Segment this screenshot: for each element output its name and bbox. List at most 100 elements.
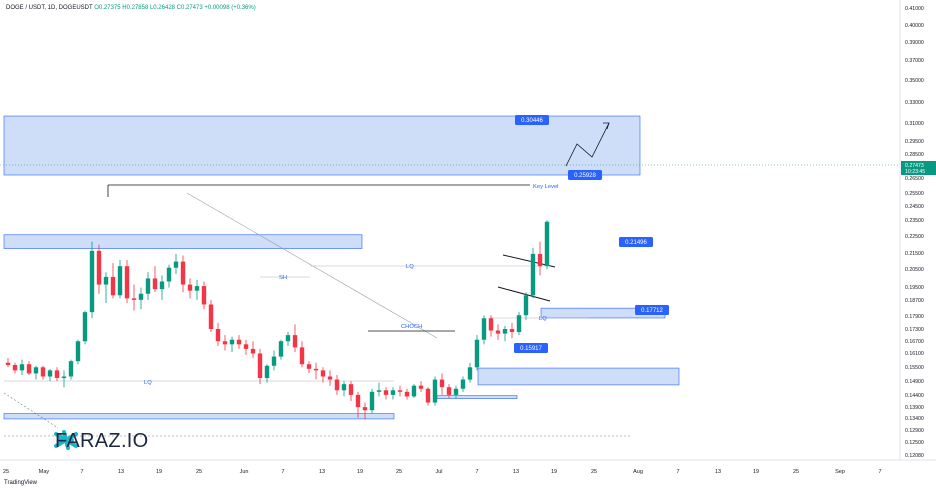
x-tick-label: 7 (80, 469, 83, 475)
candle-body[interactable] (173, 261, 179, 268)
candle-body[interactable] (12, 365, 18, 371)
candle-body[interactable] (89, 250, 95, 313)
symbol-label[interactable]: DOGE / USDT, 1D, DOGEUSDT (6, 5, 93, 11)
candle-body[interactable] (243, 344, 249, 349)
annotation-label: CHOCH (401, 324, 422, 330)
candle-body[interactable] (362, 407, 368, 411)
candle-body[interactable] (40, 367, 46, 377)
candle-body[interactable] (439, 379, 445, 388)
candle-body[interactable] (334, 379, 340, 391)
candle-body[interactable] (236, 339, 242, 345)
candle-body[interactable] (383, 390, 389, 395)
candle-body[interactable] (47, 370, 53, 377)
x-tick-label: 25 (591, 469, 597, 475)
candle-body[interactable] (159, 281, 165, 290)
candle-body[interactable] (432, 379, 438, 403)
candle-body[interactable] (103, 276, 109, 285)
candle-body[interactable] (306, 364, 312, 369)
candle-body[interactable] (54, 370, 60, 379)
annotation-label: LQ (539, 316, 547, 322)
candle-body[interactable] (425, 388, 431, 403)
candle-body[interactable] (180, 261, 186, 285)
candle-body[interactable] (19, 364, 25, 371)
candle-body[interactable] (264, 365, 270, 379)
candle-body[interactable] (75, 341, 81, 362)
candle-body[interactable] (152, 278, 158, 290)
candle-body[interactable] (369, 391, 375, 411)
candle-body[interactable] (404, 391, 410, 397)
candle-body[interactable] (313, 368, 319, 371)
candle-body[interactable] (544, 221, 550, 267)
candle-body[interactable] (460, 379, 466, 389)
candle-body[interactable] (229, 339, 235, 345)
candle-body[interactable] (82, 312, 88, 342)
candle-body[interactable] (446, 387, 452, 395)
candle-body[interactable] (376, 390, 382, 392)
candle-body[interactable] (33, 367, 39, 374)
supply-demand-zone[interactable] (477, 367, 680, 386)
candle-body[interactable] (110, 276, 116, 296)
candle-body[interactable] (96, 250, 102, 285)
candle-body[interactable] (523, 295, 529, 316)
candle-body[interactable] (68, 361, 74, 377)
candle-body[interactable] (390, 390, 396, 395)
candle-body[interactable] (495, 330, 501, 334)
candle-body[interactable] (124, 266, 130, 299)
tradingview-badge[interactable]: TradingView (4, 480, 37, 486)
candle-body[interactable] (187, 284, 193, 291)
candle-body[interactable] (5, 362, 11, 366)
candle-body[interactable] (61, 376, 67, 379)
candle-body[interactable] (222, 341, 228, 345)
candle-body[interactable] (215, 328, 221, 342)
candle-body[interactable] (278, 341, 284, 357)
candle-body[interactable] (292, 335, 298, 348)
candle-body[interactable] (481, 318, 487, 340)
candle-body[interactable] (250, 348, 256, 354)
x-tick-label: Jul (435, 469, 442, 475)
candle-body[interactable] (516, 315, 522, 333)
candle-body[interactable] (285, 335, 291, 342)
candle-body[interactable] (467, 367, 473, 380)
candle-body[interactable] (131, 298, 137, 300)
candle-body[interactable] (474, 339, 480, 368)
candle-body[interactable] (502, 328, 508, 334)
supply-demand-zone[interactable] (3, 413, 395, 420)
candle-body[interactable] (299, 347, 305, 365)
candle-body[interactable] (208, 304, 214, 329)
candle-body[interactable] (411, 385, 417, 397)
candle-body[interactable] (530, 253, 536, 296)
candle-body[interactable] (201, 286, 207, 305)
x-tick-label: 7 (475, 469, 478, 475)
candle-body[interactable] (320, 370, 326, 377)
y-tick-label: 0.13900 (905, 405, 924, 411)
candle-body[interactable] (271, 356, 277, 366)
y-tick-label: 0.18700 (905, 298, 924, 304)
candle-body[interactable] (327, 376, 333, 380)
annotation-label: Key Level (533, 184, 558, 190)
x-tick-label: May (39, 469, 50, 475)
supply-demand-zone[interactable] (3, 234, 363, 249)
candle-body[interactable] (348, 384, 354, 395)
candle-body[interactable] (418, 385, 424, 389)
candle-body[interactable] (453, 388, 459, 395)
candle-body[interactable] (194, 286, 200, 291)
candle-body[interactable] (341, 384, 347, 391)
x-tick-label: 13 (319, 469, 325, 475)
candle-body[interactable] (166, 267, 172, 282)
candle-body[interactable] (145, 278, 151, 294)
y-tick-label: 0.17900 (905, 314, 924, 320)
x-tick-label: 19 (357, 469, 363, 475)
price-label-box (635, 305, 669, 315)
candle-body[interactable] (488, 318, 494, 331)
candle-body[interactable] (355, 394, 361, 408)
y-tick-label: 0.13400 (905, 416, 924, 422)
candle-body[interactable] (397, 390, 403, 392)
candle-body[interactable] (509, 328, 515, 333)
candle-body[interactable] (257, 353, 263, 379)
candle-body[interactable] (537, 253, 543, 267)
candle-body[interactable] (26, 364, 32, 374)
y-tick-label: 0.16100 (905, 351, 924, 357)
candle-body[interactable] (117, 266, 123, 296)
candle-body[interactable] (138, 293, 144, 300)
